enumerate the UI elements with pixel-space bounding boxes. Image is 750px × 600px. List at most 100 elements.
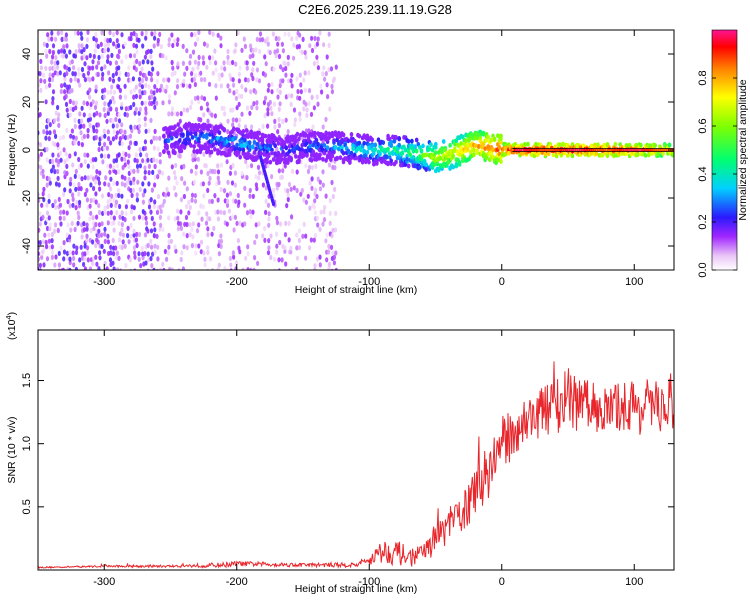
heatmap-cell <box>79 162 83 168</box>
heatmap-cell <box>103 238 107 244</box>
heatmap-ridge-cell <box>658 148 660 152</box>
heatmap-cell <box>226 129 230 135</box>
heatmap-cell <box>334 210 338 216</box>
heatmap-cell <box>131 76 135 82</box>
heatmap-cell <box>321 169 325 175</box>
heatmap-cell <box>140 245 144 252</box>
heatmap-cell <box>255 77 259 83</box>
heatmap-ridge-cell <box>354 155 359 161</box>
heatmap-cell <box>120 156 124 162</box>
heatmap-cell <box>277 257 281 263</box>
heatmap-ridge-cell <box>397 142 402 148</box>
heatmap-cell <box>102 128 106 134</box>
heatmap-cell <box>152 145 156 151</box>
heatmap-cell <box>261 182 265 188</box>
heatmap-cell <box>71 162 75 168</box>
heatmap-cell <box>149 89 153 95</box>
heatmap-ridge-cell <box>394 135 398 141</box>
heatmap-ridge-cell <box>357 140 362 146</box>
heatmap-cell <box>243 202 247 208</box>
heatmap-cell <box>263 225 267 232</box>
heatmap-cell <box>78 257 82 263</box>
heatmap-cell <box>41 173 46 179</box>
heatmap-cell <box>246 244 250 250</box>
heatmap-cell <box>322 217 327 223</box>
heatmap-cell <box>220 72 224 78</box>
heatmap-cell <box>332 254 336 260</box>
heatmap-cell <box>132 205 136 211</box>
heatmap-cell <box>155 87 159 93</box>
heatmap-ridge-cell <box>605 153 610 159</box>
heatmap-cell <box>62 48 66 55</box>
heatmap-cell <box>213 48 217 54</box>
heatmap-cell <box>41 72 46 78</box>
heatmap-cell <box>141 192 145 198</box>
heatmap-cell <box>133 254 137 260</box>
heatmap-cell <box>138 61 142 67</box>
heatmap-ridge-cell <box>574 148 577 152</box>
heatmap-cell <box>123 175 127 181</box>
heatmap-x-tick-label: 0 <box>499 276 505 288</box>
heatmap-cell <box>82 227 87 233</box>
heatmap-cell <box>158 151 162 158</box>
heatmap-cell <box>327 266 331 270</box>
heatmap-cell <box>88 94 92 100</box>
heatmap-cell <box>237 71 241 77</box>
snr-plot-area <box>38 330 674 570</box>
heatmap-cell <box>46 210 50 216</box>
heatmap-cell <box>161 87 165 93</box>
heatmap-cell <box>193 153 197 159</box>
heatmap-cell <box>287 220 291 226</box>
heatmap-cell <box>319 83 323 89</box>
heatmap-cell <box>88 65 92 71</box>
heatmap-cell <box>284 261 288 267</box>
heatmap-cell <box>103 181 107 187</box>
heatmap-cell <box>68 256 72 262</box>
heatmap-cell <box>66 222 70 228</box>
heatmap-cell <box>152 267 156 270</box>
heatmap-ridge-cell <box>346 138 351 144</box>
heatmap-cell <box>73 76 77 82</box>
heatmap-cell <box>114 169 118 175</box>
heatmap-x-axis-label: Height of straight line (km) <box>295 284 418 296</box>
heatmap-cell <box>119 268 123 270</box>
heatmap-cell <box>120 122 124 128</box>
heatmap-cell <box>135 58 139 64</box>
heatmap-cell <box>202 250 206 256</box>
heatmap-cell <box>141 59 145 65</box>
heatmap-cell <box>321 182 325 188</box>
heatmap-cell <box>60 83 64 89</box>
heatmap-cell <box>249 267 253 270</box>
heatmap-ridge-cell <box>476 143 481 149</box>
heatmap-ridge-cell <box>271 157 276 162</box>
heatmap-ridge-cell <box>236 150 241 156</box>
heatmap-cell <box>318 30 322 36</box>
heatmap-cell <box>219 233 223 239</box>
heatmap-cell <box>65 71 69 77</box>
heatmap-cell <box>231 214 235 220</box>
heatmap-cell <box>325 257 329 263</box>
heatmap-cell <box>63 159 67 165</box>
heatmap-cell <box>65 65 69 71</box>
snr-x-axis-label: Height of straight line (km) <box>295 583 418 595</box>
heatmap-cell <box>78 199 82 205</box>
heatmap-cell <box>69 176 73 182</box>
heatmap-cell <box>170 111 174 117</box>
heatmap-cell <box>132 215 136 221</box>
heatmap-cell <box>82 100 86 106</box>
heatmap-cell <box>219 186 223 193</box>
heatmap-cell <box>219 162 223 168</box>
heatmap-cell <box>63 82 67 88</box>
heatmap-cell <box>114 199 119 205</box>
heatmap-y-tick-label: 0 <box>21 147 33 153</box>
heatmap-ridge-cell <box>311 149 316 155</box>
heatmap-cell <box>48 222 52 228</box>
heatmap-cell <box>219 43 223 49</box>
heatmap-cell <box>137 117 141 123</box>
heatmap-ridge-cell <box>365 149 370 155</box>
heatmap-cell <box>331 227 335 233</box>
heatmap-ridge-cell <box>193 131 198 137</box>
heatmap-cell <box>275 249 279 255</box>
heatmap-cell <box>289 245 293 251</box>
heatmap-ridge-cell <box>542 148 545 152</box>
